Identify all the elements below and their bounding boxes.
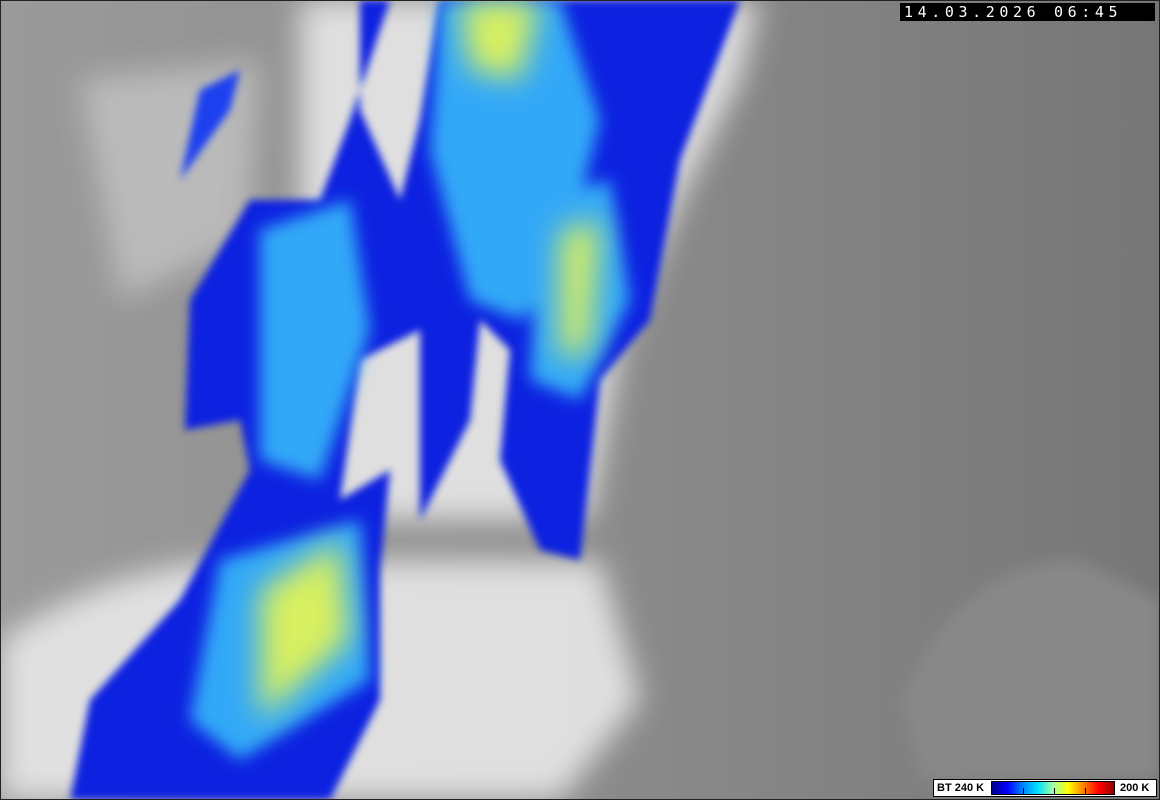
legend-max-label: 200 K (1120, 782, 1150, 794)
colorbar (991, 781, 1115, 795)
cold-cloud-cyan (190, 0, 630, 760)
sea-region (900, 560, 1160, 780)
legend-min-label: BT 240 K (937, 782, 985, 794)
color-scale-legend: BT 240 K 200 K (933, 779, 1157, 797)
cold-cloud-yellow (260, 0, 600, 720)
colorbar-tick (1023, 788, 1024, 794)
colorbar-tick (1054, 788, 1055, 794)
colorbar-tick (1085, 788, 1086, 794)
timestamp-label: 14.03.2026 06:45 (900, 3, 1155, 21)
